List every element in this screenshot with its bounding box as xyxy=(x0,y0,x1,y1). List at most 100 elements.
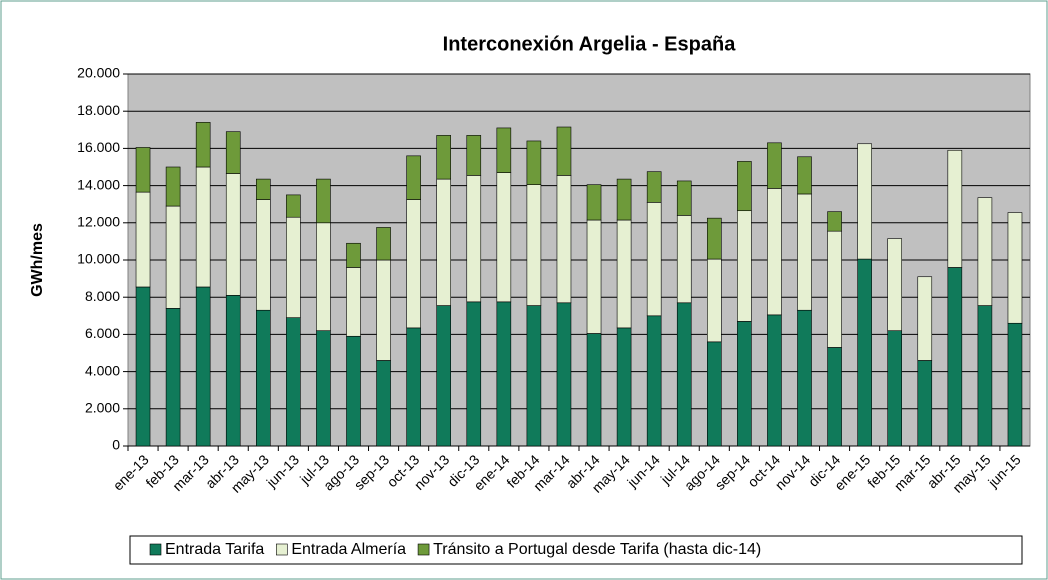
bar-segment xyxy=(827,347,842,447)
bar-segment xyxy=(316,178,331,224)
bar-segment xyxy=(195,166,211,288)
y-tick-label: 0 xyxy=(112,437,120,453)
bar-segment xyxy=(316,222,331,331)
bar-segment xyxy=(857,143,872,260)
bar-segment xyxy=(165,166,181,207)
bar-segment xyxy=(195,122,211,168)
bar-segment xyxy=(706,258,722,343)
bar-segment xyxy=(977,305,993,447)
y-tick-label: 8.000 xyxy=(85,288,120,304)
bar-segment xyxy=(977,197,993,306)
bar-segment xyxy=(676,180,692,216)
bar-segment xyxy=(286,194,301,218)
bar-segment xyxy=(737,161,752,212)
bar-segment xyxy=(225,295,241,447)
bar-segment xyxy=(526,184,542,306)
bar-segment xyxy=(556,126,572,176)
y-tick-label: 16.000 xyxy=(77,139,120,155)
bar-segment xyxy=(917,360,933,447)
bar-segment xyxy=(616,219,632,329)
bar-segment xyxy=(346,335,361,447)
bar-segment xyxy=(917,276,933,361)
bar-segment xyxy=(947,149,963,268)
legend-label: Tránsito a Portugal desde Tarifa (hasta … xyxy=(433,541,761,558)
bar-segment xyxy=(346,242,361,268)
bar-segment xyxy=(436,135,452,180)
y-tick-label: 2.000 xyxy=(85,400,120,416)
bar-segment xyxy=(706,217,722,260)
bar-segment xyxy=(586,333,602,447)
bar-segment xyxy=(556,302,572,447)
bar-segment xyxy=(947,267,963,447)
bar-segment xyxy=(827,211,842,232)
y-tick-label: 18.000 xyxy=(77,102,120,118)
y-tick-label: 6.000 xyxy=(85,325,120,341)
bar-segment xyxy=(466,175,482,303)
bar-segment xyxy=(646,171,662,203)
bar-segment xyxy=(767,314,782,447)
bar-segment xyxy=(827,230,842,348)
bar-segment xyxy=(526,305,542,447)
bar-segment xyxy=(797,193,812,311)
bar-segment xyxy=(225,131,241,174)
y-tick-label: 10.000 xyxy=(77,251,120,267)
y-tick-label: 12.000 xyxy=(77,214,120,230)
bar-segment xyxy=(1007,212,1023,324)
bar-segment xyxy=(797,156,812,195)
bar-segment xyxy=(797,309,812,447)
bar-segment xyxy=(737,321,752,447)
bar-segment xyxy=(376,227,391,261)
bar-segment xyxy=(556,175,572,304)
legend-swatch xyxy=(149,543,162,556)
bar-segment xyxy=(887,238,903,331)
bar-segment xyxy=(135,147,151,193)
bar-segment xyxy=(1007,322,1023,447)
bar-segment xyxy=(706,341,722,447)
bar-segment xyxy=(316,330,331,447)
bar-segment xyxy=(496,127,512,173)
y-tick-label: 20.000 xyxy=(77,65,120,81)
bar-segment xyxy=(646,202,662,317)
bar-segment xyxy=(526,140,542,185)
bar-segment xyxy=(255,199,271,311)
bar-segment xyxy=(255,309,271,447)
bar-segment xyxy=(195,286,211,447)
bar-segment xyxy=(676,215,692,304)
bar-segment xyxy=(586,219,602,334)
bar-segment xyxy=(767,142,782,189)
bar-segment xyxy=(406,327,421,447)
chart-title: Interconexión Argelia - España xyxy=(443,33,737,55)
bar-segment xyxy=(165,205,181,309)
bar-segment xyxy=(135,286,151,447)
bar-segment xyxy=(887,330,903,447)
bar-segment xyxy=(586,184,602,221)
y-axis-label: GWh/mes xyxy=(29,223,46,297)
bar-segment xyxy=(496,172,512,303)
legend-swatch xyxy=(417,543,430,556)
bar-segment xyxy=(496,301,512,447)
bar-segment xyxy=(376,360,391,447)
bar-segment xyxy=(466,301,482,447)
y-tick-label: 14.000 xyxy=(77,176,120,192)
bar-segment xyxy=(616,327,632,447)
bar-segment xyxy=(436,178,452,306)
bar-segment xyxy=(376,259,391,361)
bar-segment xyxy=(165,308,181,447)
bar-segment xyxy=(676,302,692,447)
bar-segment xyxy=(225,173,241,296)
bar-segment xyxy=(466,135,482,176)
bar-segment xyxy=(767,188,782,316)
bar-segment xyxy=(406,155,421,200)
bar-segment xyxy=(406,199,421,329)
bar-segment xyxy=(346,267,361,337)
legend-label: Entrada Tarifa xyxy=(165,541,264,558)
y-tick-label: 4.000 xyxy=(85,362,120,378)
bar-segment xyxy=(646,315,662,447)
legend-swatch xyxy=(276,543,288,556)
bar-segment xyxy=(286,317,301,447)
legend-label: Entrada Almería xyxy=(291,541,406,558)
bar-segment xyxy=(616,178,632,221)
bar-segment xyxy=(135,191,151,288)
bar-segment xyxy=(286,216,301,318)
